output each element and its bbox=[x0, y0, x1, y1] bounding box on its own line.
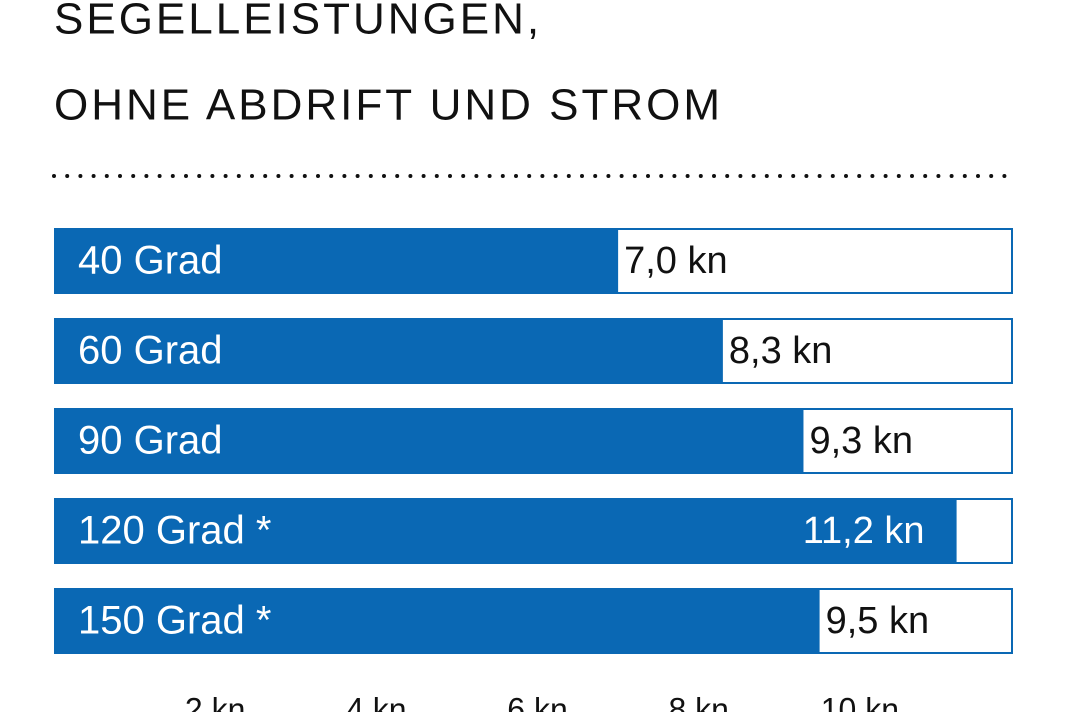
chart-title: OHNE ABDRIFT UND STROM bbox=[54, 81, 723, 130]
value-label: 9,3 kn bbox=[809, 420, 913, 462]
chart-title: SEGELLEISTUNGEN, bbox=[54, 0, 542, 44]
bar bbox=[54, 228, 619, 294]
bar bbox=[54, 318, 723, 384]
value-label: 8,3 kn bbox=[729, 330, 833, 372]
category-label: 90 Grad bbox=[78, 419, 223, 463]
value-label: 7,0 kn bbox=[624, 240, 728, 282]
category-label: 60 Grad bbox=[78, 329, 223, 373]
x-tick-label: 8 kn bbox=[668, 691, 728, 712]
value-label: 9,5 kn bbox=[826, 600, 930, 642]
x-tick-label: 10 kn bbox=[821, 691, 899, 712]
bar bbox=[54, 498, 957, 564]
x-tick-label: 2 kn bbox=[185, 691, 245, 712]
category-label: 120 Grad * bbox=[78, 509, 271, 553]
bar bbox=[54, 408, 804, 474]
x-tick-label: 4 kn bbox=[346, 691, 406, 712]
category-label: 40 Grad bbox=[78, 239, 223, 283]
x-tick-label: 6 kn bbox=[507, 691, 567, 712]
value-label: 11,2 kn bbox=[803, 510, 925, 552]
category-label: 150 Grad * bbox=[78, 599, 271, 643]
bar bbox=[54, 588, 820, 654]
